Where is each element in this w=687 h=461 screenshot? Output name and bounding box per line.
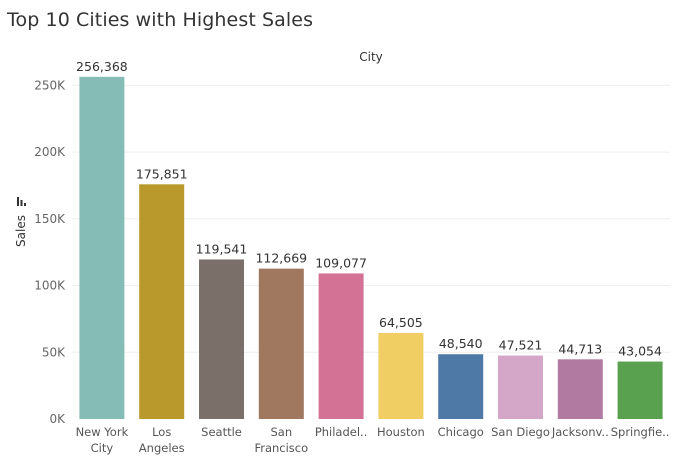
x-tick-label: Francisco: [254, 441, 308, 455]
data-label: 256,368: [76, 59, 128, 74]
x-tick-label: City: [91, 441, 114, 455]
x-tick-label: Philadel..: [315, 425, 368, 439]
y-tick-label: 200K: [34, 145, 66, 159]
sort-descending-icon[interactable]: [17, 197, 26, 206]
x-tick-label: Angeles: [139, 441, 185, 455]
bar[interactable]: [438, 354, 484, 419]
x-tick-label: Jacksonv..: [551, 425, 609, 439]
chart-title: Top 10 Cities with Highest Sales: [7, 9, 314, 31]
bar[interactable]: [318, 273, 364, 419]
data-label: 44,713: [558, 341, 602, 356]
x-tick-label: Houston: [377, 425, 425, 439]
gridlines: [72, 84, 670, 353]
x-tick-label: New York: [76, 425, 129, 439]
data-label: 43,054: [618, 344, 662, 359]
data-label: 47,521: [499, 338, 543, 353]
x-tick-label: San Diego: [491, 425, 550, 439]
bar[interactable]: [139, 184, 185, 419]
x-tick-label: Chicago: [438, 425, 484, 439]
data-label: 175,851: [136, 166, 188, 181]
bar[interactable]: [617, 361, 663, 419]
bar[interactable]: [79, 76, 125, 419]
x-tick-label: San: [270, 425, 292, 439]
data-label: 112,669: [255, 251, 307, 266]
bar[interactable]: [557, 359, 603, 419]
data-labels: 256,368 175,851 119,541 112,669 109,077 64,50…: [76, 59, 662, 359]
bars: [79, 76, 663, 419]
x-axis: New York City Los Angeles Seattle San Francisc…: [76, 425, 670, 455]
y-tick-label: 50K: [42, 345, 66, 359]
y-axis-title: Sales: [14, 215, 28, 247]
x-tick-label: Los: [152, 425, 171, 439]
x-axis-title: City: [359, 50, 383, 64]
y-tick-label: 250K: [34, 78, 66, 92]
x-tick-label: Seattle: [201, 425, 242, 439]
bar[interactable]: [199, 259, 244, 419]
bar[interactable]: [378, 332, 424, 419]
data-label: 64,505: [379, 315, 423, 330]
data-label: 48,540: [439, 336, 483, 351]
data-label: 109,077: [315, 255, 367, 270]
data-label: 119,541: [196, 241, 248, 256]
y-tick-label: 150K: [34, 212, 66, 226]
y-tick-label: 0K: [49, 412, 66, 426]
y-tick-label: 100K: [34, 279, 66, 293]
bar[interactable]: [498, 355, 543, 419]
x-tick-label: Springfie..: [611, 425, 670, 439]
bar[interactable]: [258, 268, 304, 419]
y-axis: 0K 50K 100K 150K 200K 250K: [34, 78, 66, 426]
y-axis-title-group: Sales: [14, 197, 28, 247]
